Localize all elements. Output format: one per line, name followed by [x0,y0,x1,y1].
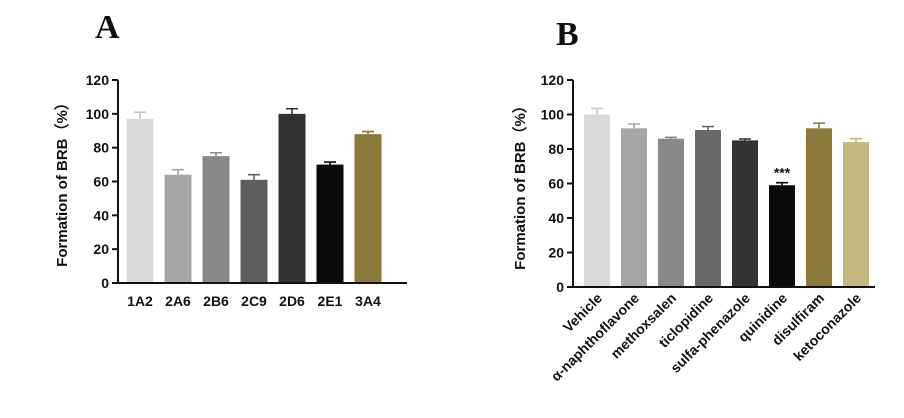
bar-2e1 [316,164,344,283]
y-tick-label: 60 [93,174,109,190]
bar-1a2 [126,118,154,284]
error-bar [776,181,788,186]
significance-annotation: *** [774,165,791,181]
bar-ketoconazole [843,142,869,287]
x-category-label: 1A2 [127,293,153,309]
bar-sulfa-phenazole [732,140,758,287]
x-category-label: 3A4 [355,293,381,309]
error-bar [702,125,714,131]
bar-vehicle [584,114,610,287]
error-bar [286,107,298,114]
y-tick-label: 40 [93,207,109,223]
error-bar [248,173,260,180]
y-tick-label: 120 [86,72,110,88]
error-bar [665,136,677,139]
bar-2d6 [278,113,306,283]
panel-a-letter: A [95,9,120,46]
error-bar [324,161,336,165]
x-category-label: 2E1 [318,293,343,309]
y-tick-label: 0 [556,279,564,295]
x-category-label: 2B6 [203,293,229,309]
y-tick-label: 100 [541,107,565,123]
error-bar [628,123,640,129]
y-tick-label: 20 [93,241,109,257]
panel-b-y-axis-label: Formation of BRB（%） [511,98,529,270]
y-tick-label: 0 [101,275,109,291]
x-category-label: 2A6 [165,293,191,309]
error-bar [362,130,374,135]
y-tick-label: 80 [548,141,564,157]
bar-2c9 [240,179,268,283]
bar-methoxsalen [658,138,684,287]
x-category-label: 2C9 [241,293,267,309]
panel-b-letter: B [556,16,579,53]
bar-2a6 [164,174,192,283]
error-bar [210,151,222,157]
y-tick-label: 100 [86,106,110,122]
y-tick-label: 40 [548,210,564,226]
bar-ticlopidine [695,130,721,287]
bar-quinidine [769,185,795,287]
error-bar [813,122,825,129]
error-bar [591,107,603,115]
y-tick-label: 120 [541,72,565,88]
panel-a-y-axis-label: Formation of BRB（%） [53,95,71,267]
error-bar [739,138,751,141]
bar-2b6 [202,156,230,283]
bar-disulfiram [806,128,832,287]
error-bar [134,111,146,119]
error-bar [850,137,862,143]
panel-b-chart: B Formation of BRB（%） 0 20 40 60 80 100 120 **… [511,16,875,384]
x-category-label: 2D6 [279,293,305,309]
y-tick-label: 60 [548,176,564,192]
bar-3a4 [354,134,382,283]
error-bar [172,168,184,175]
panel-a-chart: A Formation of BRB（%） 0 20 40 60 80 100 120 1A… [53,9,407,309]
bar--naphthoflavone [621,128,647,287]
y-tick-label: 20 [548,245,564,261]
y-tick-label: 80 [93,140,109,156]
